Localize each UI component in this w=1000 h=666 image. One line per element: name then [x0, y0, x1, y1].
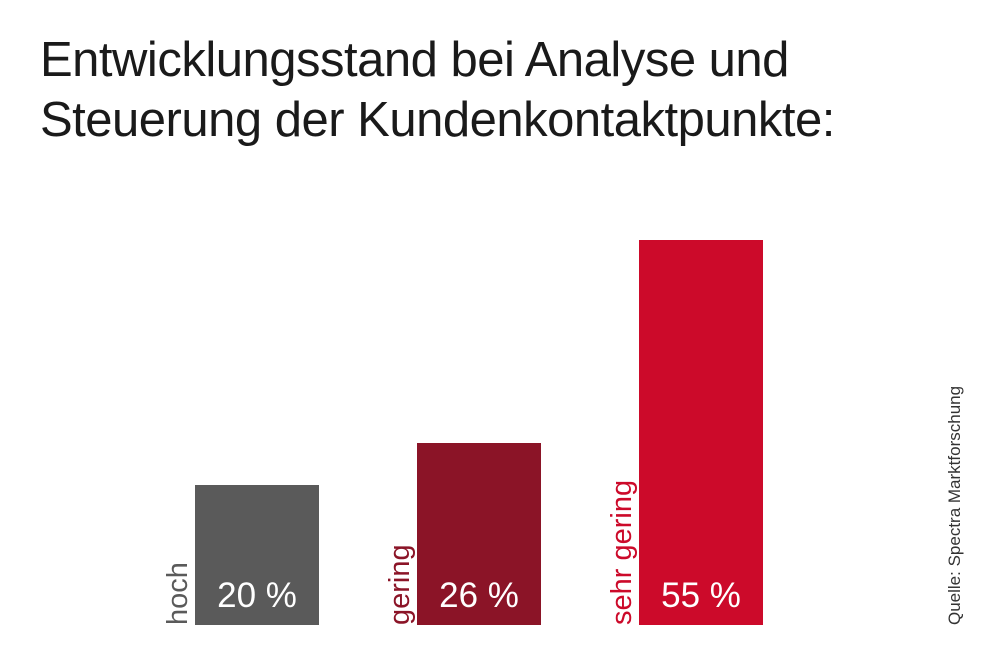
chart-title-line-2: Steuerung der Kundenkontaktpunkte: [40, 93, 835, 147]
chart-title-line-1: Entwicklungsstand bei Analyse und [40, 33, 789, 87]
bar-gering [417, 443, 541, 625]
bar-hoch [195, 485, 319, 625]
category-label-sehr-gering: sehr gering [606, 480, 638, 625]
value-label-gering: 26 % [439, 576, 519, 615]
bar-sehr-gering [639, 240, 763, 625]
source-note: Quelle: Spectra Marktforschung [945, 385, 964, 625]
category-label-gering: gering [384, 544, 416, 625]
chart-title: Entwicklungsstand bei Analyse und Steuer… [40, 30, 960, 150]
value-label-sehr-gering: 55 % [661, 576, 741, 615]
value-label-hoch: 20 % [217, 576, 297, 615]
category-label-hoch: hoch [162, 562, 194, 625]
